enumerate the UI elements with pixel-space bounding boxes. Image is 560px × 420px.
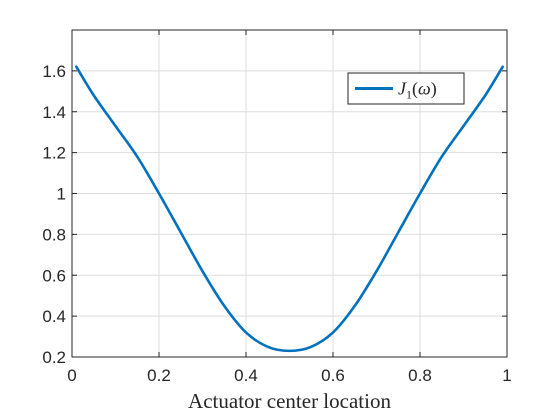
y-tick-label: 0.8 (42, 225, 66, 244)
x-tick-label: 0.8 (408, 366, 432, 385)
legend-label-paren-close: ) (431, 79, 437, 100)
x-tick-label: 0.4 (234, 366, 258, 385)
x-axis-label: Actuator center location (188, 389, 391, 413)
grid-lines (71, 30, 508, 358)
y-tick-label: 1.4 (42, 103, 66, 122)
legend-label-j1-omega: J1(ω) (398, 79, 437, 102)
y-tick-label: 1.2 (42, 144, 66, 163)
y-tick-label: 0.4 (42, 307, 66, 326)
x-tick-label: 0.2 (147, 366, 171, 385)
y-tick-label: 1.6 (42, 62, 66, 81)
x-tick-label: 0 (67, 366, 76, 385)
y-tick-label: 0.6 (42, 266, 66, 285)
series-line-j1-omega (75, 65, 504, 353)
legend: J1(ω) (347, 72, 465, 105)
y-tick-label: 0.2 (42, 348, 66, 367)
legend-label-omega: ω (418, 79, 431, 99)
series-layer (75, 65, 504, 353)
legend-label-paren-open: ( (412, 79, 418, 100)
x-tick-label: 1 (502, 366, 511, 385)
legend-label-j: J (398, 79, 407, 99)
legend-label-subscript: 1 (406, 88, 412, 102)
x-tick-label: 0.6 (321, 366, 345, 385)
y-tick-label: 1 (57, 185, 66, 204)
axis-ticks: 0 0.2 0.4 0.6 0.8 10.20.40.60.811.21.41.6 (42, 30, 512, 385)
